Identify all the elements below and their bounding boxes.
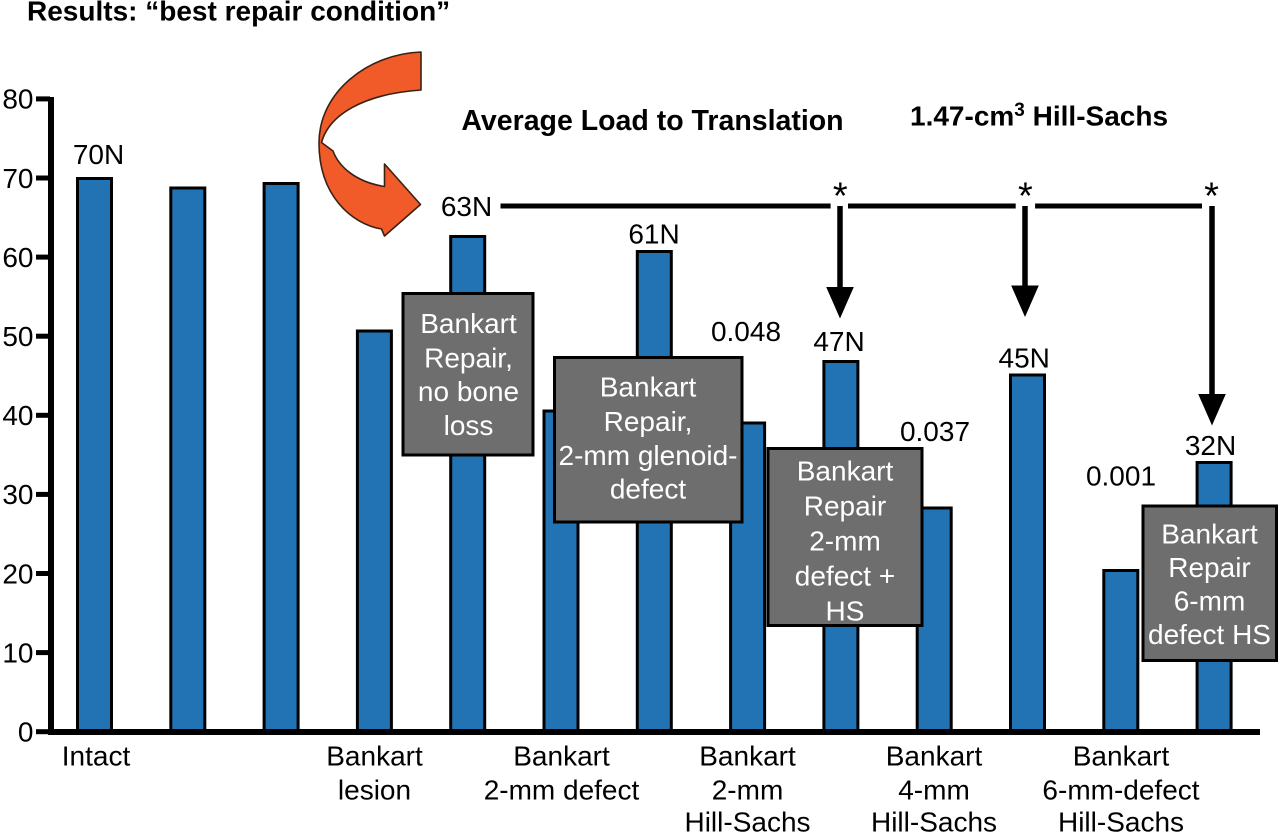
- svg-text:*: *: [1204, 176, 1219, 218]
- svg-text:20: 20: [2, 558, 33, 589]
- svg-text:Bankart: Bankart: [1161, 519, 1258, 550]
- svg-text:50: 50: [2, 321, 33, 352]
- svg-text:6-mm: 6-mm: [1174, 586, 1246, 617]
- svg-text:0.048: 0.048: [711, 316, 781, 347]
- svg-text:47N: 47N: [813, 326, 864, 357]
- svg-text:*: *: [1018, 176, 1033, 218]
- svg-text:40: 40: [2, 400, 33, 431]
- svg-text:defect HS: defect HS: [1148, 619, 1271, 650]
- svg-text:32N: 32N: [1185, 430, 1236, 461]
- svg-text:Repair: Repair: [804, 491, 886, 522]
- svg-text:Bankart: Bankart: [326, 741, 423, 772]
- svg-text:Bankart: Bankart: [513, 741, 610, 772]
- svg-text:4-mm: 4-mm: [898, 775, 970, 806]
- svg-text:Repair,: Repair,: [424, 342, 513, 373]
- svg-text:Repair,: Repair,: [604, 406, 693, 437]
- svg-text:Bankart: Bankart: [699, 741, 796, 772]
- svg-text:1.47-cm3 Hill-Sachs: 1.47-cm3 Hill-Sachs: [910, 100, 1168, 132]
- svg-text:30: 30: [2, 479, 33, 510]
- svg-text:61N: 61N: [628, 219, 679, 250]
- svg-text:defect +: defect +: [795, 561, 895, 592]
- svg-text:Bankart: Bankart: [600, 371, 697, 402]
- svg-text:Bankart: Bankart: [1073, 741, 1170, 772]
- svg-text:0.001: 0.001: [1086, 461, 1156, 492]
- svg-text:Repair: Repair: [1168, 552, 1250, 583]
- svg-text:Hill-Sachs: Hill-Sachs: [871, 807, 997, 834]
- svg-text:80: 80: [2, 84, 33, 115]
- svg-text:45N: 45N: [999, 343, 1050, 374]
- svg-text:70: 70: [2, 163, 33, 194]
- svg-text:Bankart: Bankart: [420, 308, 517, 339]
- svg-text:2-mm glenoid-: 2-mm glenoid-: [559, 440, 738, 471]
- svg-text:Results: “best repair conditio: Results: “best repair condition”: [27, 0, 450, 27]
- svg-text:60: 60: [2, 242, 33, 273]
- svg-text:no bone: no bone: [418, 376, 519, 407]
- svg-text:0.037: 0.037: [900, 416, 970, 447]
- svg-text:HS: HS: [826, 596, 865, 627]
- svg-text:*: *: [833, 176, 848, 218]
- svg-text:Bankart: Bankart: [797, 456, 894, 487]
- svg-text:Average Load to Translation: Average Load to Translation: [461, 105, 843, 137]
- svg-text:defect: defect: [610, 473, 686, 504]
- svg-text:70N: 70N: [73, 139, 124, 170]
- svg-text:lesion: lesion: [338, 775, 411, 806]
- svg-text:10: 10: [2, 637, 33, 668]
- svg-text:Bankart: Bankart: [886, 741, 983, 772]
- svg-text:Hill-Sachs: Hill-Sachs: [684, 807, 810, 834]
- svg-text:2-mm: 2-mm: [809, 526, 881, 557]
- svg-text:Hill-Sachs: Hill-Sachs: [1058, 807, 1184, 834]
- svg-text:Intact: Intact: [62, 741, 131, 772]
- svg-text:63N: 63N: [441, 191, 492, 222]
- svg-text:2-mm defect: 2-mm defect: [484, 775, 640, 806]
- svg-text:6-mm-defect: 6-mm-defect: [1042, 775, 1199, 806]
- svg-text:0: 0: [18, 717, 34, 748]
- svg-text:loss: loss: [444, 410, 494, 441]
- svg-text:2-mm: 2-mm: [712, 775, 784, 806]
